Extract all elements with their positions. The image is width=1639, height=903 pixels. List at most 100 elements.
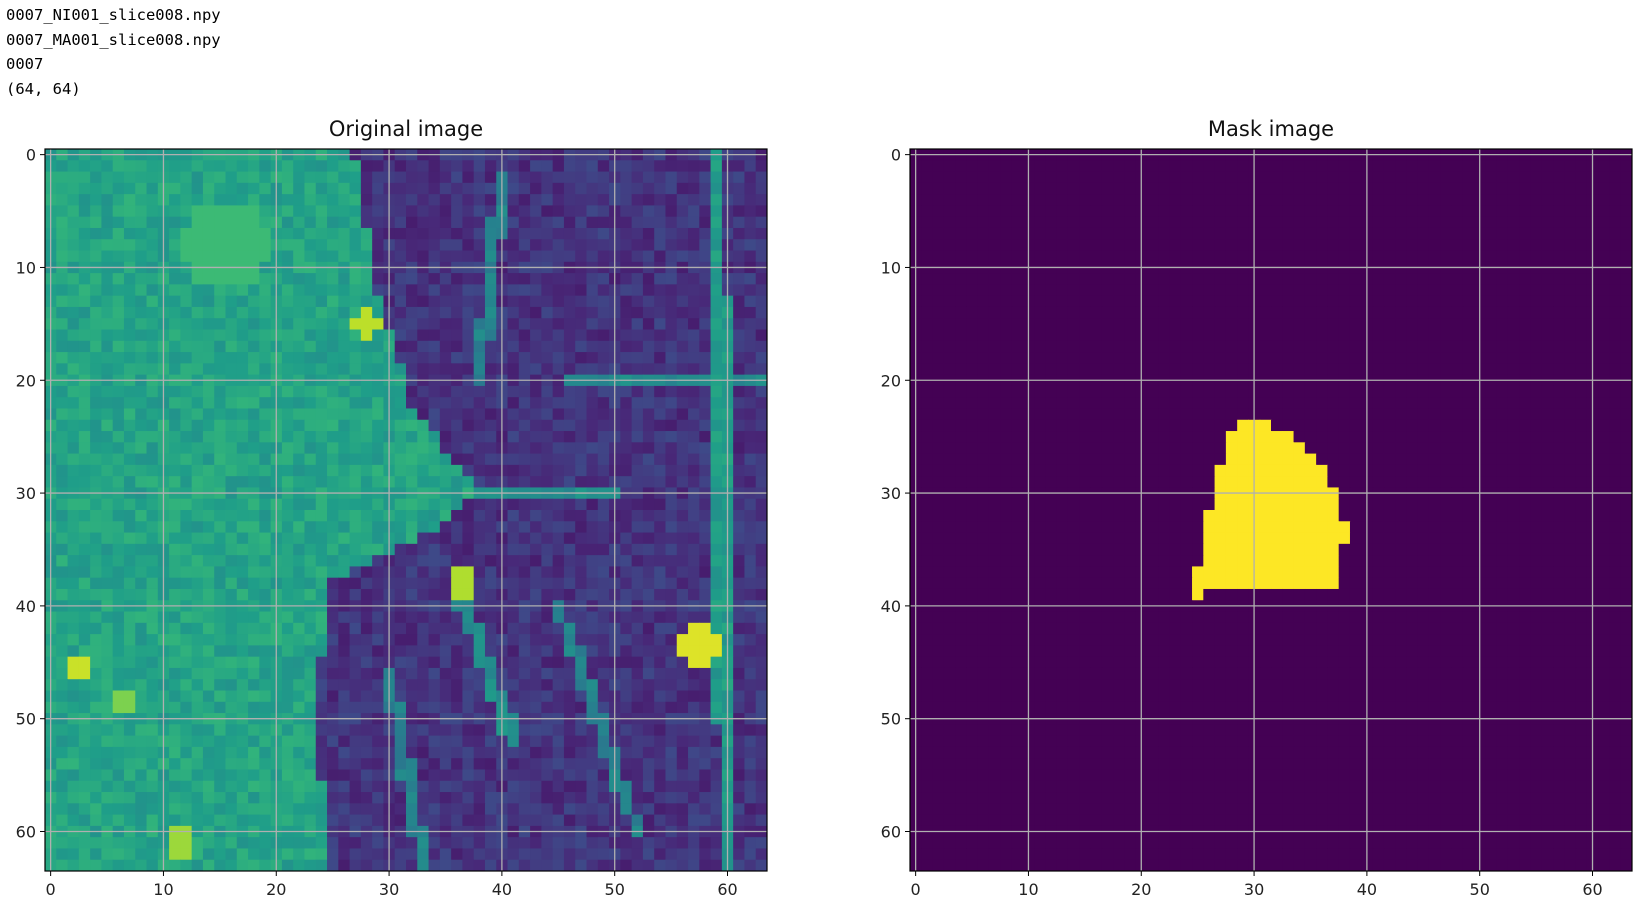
heatmap-cell [688, 848, 700, 861]
heatmap-cell [1316, 160, 1328, 173]
heatmap-cell [1519, 239, 1531, 252]
heatmap-cell [360, 746, 373, 759]
heatmap-cell [507, 859, 520, 872]
heatmap-cell [642, 848, 655, 861]
heatmap-cell [225, 532, 238, 545]
heatmap-cell [507, 769, 520, 782]
heatmap-cell [225, 735, 238, 748]
heatmap-cell [394, 859, 407, 872]
heatmap-cell [1101, 284, 1114, 297]
heatmap-cell [462, 859, 475, 872]
heatmap-cell [530, 667, 542, 680]
heatmap-cell [676, 273, 689, 285]
heatmap-cell [665, 769, 678, 782]
gridlines [45, 149, 767, 871]
heatmap-cell [1575, 205, 1588, 218]
heatmap-cell [78, 205, 91, 218]
heatmap-cell [180, 239, 193, 252]
heatmap-cell [462, 295, 475, 308]
heatmap-cell [281, 769, 294, 782]
heatmap-cell [293, 792, 305, 804]
heatmap-cell [552, 453, 565, 466]
heatmap-cell [1316, 182, 1328, 195]
heatmap-cell [293, 352, 305, 364]
heatmap-cell [169, 758, 181, 770]
heatmap-cell [135, 848, 148, 861]
heatmap-cell [214, 792, 226, 804]
heatmap-cell [225, 577, 238, 590]
heatmap-cell [1101, 171, 1114, 184]
heatmap-cell [169, 284, 181, 297]
heatmap-cell [733, 803, 745, 816]
heatmap-cell [248, 453, 260, 466]
heatmap-cell [552, 555, 565, 567]
heatmap-cell [563, 352, 576, 364]
heatmap-cell [360, 318, 373, 330]
heatmap-cell [394, 227, 407, 240]
heatmap-cell [977, 194, 990, 206]
heatmap-cell [78, 171, 91, 184]
heatmap-cell [394, 521, 407, 534]
heatmap-cell [1214, 182, 1227, 195]
heatmap-cell [1451, 171, 1464, 184]
heatmap-cell [349, 622, 362, 635]
heatmap-cell [90, 329, 102, 342]
heatmap-cell [90, 385, 102, 398]
heatmap-cell [620, 634, 633, 646]
heatmap-cell [1462, 182, 1475, 195]
heatmap-cell [586, 419, 599, 432]
output-line-maskname: 0007_MA001_slice008.npy [6, 30, 221, 49]
heatmap-cell [439, 476, 452, 488]
heatmap-cell [259, 194, 272, 206]
heatmap-cell [101, 464, 114, 477]
heatmap-cell [135, 566, 148, 579]
heatmap-cell [135, 194, 148, 206]
heatmap-cell [428, 442, 441, 455]
heatmap-cell [631, 352, 644, 364]
heatmap-cell [315, 510, 328, 522]
heatmap-cell [1541, 182, 1554, 195]
heatmap-cell [688, 408, 700, 421]
heatmap-cell [315, 859, 328, 872]
heatmap-cell [654, 543, 666, 556]
heatmap-cell [451, 510, 463, 522]
heatmap-cell [236, 453, 249, 466]
heatmap-cell [676, 690, 689, 703]
heatmap-cell [360, 803, 373, 816]
heatmap-cell [955, 239, 967, 252]
heatmap-cell [202, 588, 215, 601]
heatmap-cell [688, 250, 700, 263]
heatmap-cell [214, 769, 226, 782]
heatmap-cell [112, 295, 125, 308]
heatmap-cell [293, 577, 305, 590]
heatmap-cell [620, 510, 633, 522]
heatmap-cell [338, 419, 351, 432]
heatmap-cell [191, 667, 204, 680]
heatmap-cell [90, 532, 102, 545]
heatmap-cell [620, 318, 633, 330]
heatmap-cell [417, 160, 430, 173]
heatmap-cell [654, 577, 666, 590]
heatmap-cell [744, 442, 757, 455]
heatmap-cell [462, 431, 475, 443]
heatmap-cell [327, 746, 339, 759]
heatmap-cell [755, 510, 768, 522]
heatmap-cell [552, 690, 565, 703]
heatmap-cell [451, 363, 463, 376]
heatmap-cell [688, 239, 700, 252]
heatmap-cell [327, 194, 339, 206]
heatmap-cell [462, 735, 475, 748]
heatmap-cell [563, 216, 576, 229]
heatmap-cell [90, 227, 102, 240]
heatmap-cell [676, 408, 689, 421]
heatmap-cell [552, 498, 565, 511]
heatmap-cell [1383, 227, 1396, 240]
heatmap-cell [552, 814, 565, 827]
heatmap-cell [1000, 273, 1013, 285]
heatmap-cell [56, 453, 69, 466]
heatmap-cell [56, 814, 69, 827]
heatmap-cell [1293, 171, 1306, 184]
heatmap-cell [1564, 273, 1577, 285]
heatmap-cell [688, 510, 700, 522]
heatmap-cell [394, 555, 407, 567]
